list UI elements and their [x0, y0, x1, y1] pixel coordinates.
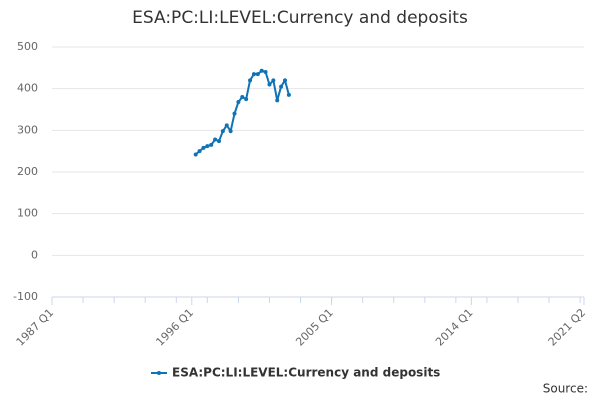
point [248, 78, 253, 83]
y-tick-label: 100 [17, 207, 38, 220]
source: Source: [543, 382, 588, 396]
y-tick-label: 500 [17, 40, 38, 53]
point [224, 123, 229, 128]
point [275, 98, 280, 103]
point [197, 149, 202, 154]
point [213, 137, 218, 142]
point [267, 82, 272, 87]
point [220, 129, 225, 134]
y-tick-label: 0 [31, 248, 38, 261]
point [286, 92, 291, 97]
chart-title: ESA:PC:LI:LEVEL:Currency and deposits [132, 8, 468, 28]
point [279, 84, 284, 89]
point [271, 78, 276, 83]
line [195, 69, 290, 156]
point [232, 111, 237, 116]
legend-label: ESA:PC:LI:LEVEL:Currency and deposits [172, 366, 440, 380]
x-tick-label: 1996 Q1 [154, 306, 197, 349]
y-tick-label: 400 [17, 82, 38, 95]
x-tick-label: 2005 Q1 [293, 306, 336, 349]
point [209, 142, 214, 147]
point [244, 97, 249, 102]
point [236, 100, 241, 104]
point [205, 144, 210, 149]
point [251, 72, 256, 77]
point [228, 129, 233, 134]
x-tick-label: 2021 Q2 [546, 306, 589, 349]
point [240, 95, 245, 99]
y-tick-label: -100 [13, 290, 38, 303]
point [193, 152, 198, 157]
point [263, 70, 268, 74]
point [255, 72, 260, 77]
point [201, 145, 206, 150]
point [216, 139, 221, 144]
point [282, 78, 287, 83]
x-tick-label: 2014 Q1 [433, 306, 476, 349]
x-tick-label: 1987 Q1 [14, 306, 57, 349]
y-tick-label: 300 [17, 123, 38, 136]
y-tick-label: 200 [17, 165, 38, 178]
point [259, 68, 264, 73]
legend-marker [157, 371, 161, 375]
